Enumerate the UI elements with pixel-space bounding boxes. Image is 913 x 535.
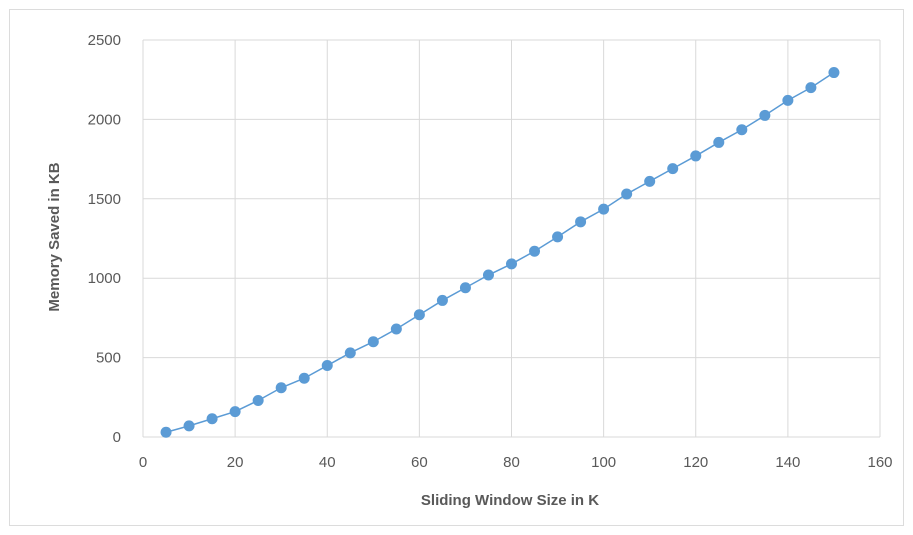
x-tick-label: 120: [683, 454, 708, 471]
chart-frame: [9, 9, 904, 526]
data-point: [644, 175, 656, 187]
x-tick-label: 160: [867, 454, 892, 471]
y-tick-label: 0: [113, 429, 121, 446]
data-point: [529, 245, 541, 257]
data-point: [667, 163, 679, 175]
data-point: [229, 406, 241, 418]
series-line: [165, 71, 835, 433]
data-point: [713, 136, 725, 148]
x-tick-labels: 0 20 40 60 80 100 120 140 160: [139, 454, 893, 471]
x-tick-label: 40: [319, 454, 336, 471]
x-axis-title: Sliding Window Size in K: [421, 492, 599, 509]
data-point: [344, 347, 356, 359]
data-point: [690, 150, 702, 162]
data-point: [298, 372, 310, 384]
data-point: [506, 258, 517, 270]
y-tick-labels: 0 500 1000 1500 2000 2500: [88, 32, 121, 446]
data-point: [805, 82, 817, 94]
data-point: [367, 336, 379, 348]
series: [160, 67, 840, 438]
x-tick-label: 20: [227, 454, 244, 471]
y-tick-label: 2500: [88, 32, 121, 49]
data-point: [436, 294, 448, 306]
data-point: [206, 413, 218, 425]
y-tick-label: 1500: [88, 191, 121, 208]
data-point: [598, 203, 610, 215]
data-point: [252, 394, 264, 406]
x-tick-label: 100: [591, 454, 616, 471]
data-point: [183, 420, 195, 432]
x-tick-label: 140: [775, 454, 800, 471]
data-point: [321, 360, 333, 372]
y-tick-label: 500: [96, 350, 121, 367]
data-point: [759, 109, 771, 121]
data-point: [782, 94, 794, 106]
x-tick-label: 60: [411, 454, 428, 471]
data-point: [552, 231, 564, 243]
data-point: [482, 269, 494, 281]
data-point: [621, 188, 633, 200]
data-point: [575, 216, 587, 228]
x-tick-label: 80: [503, 454, 520, 471]
y-axis-title: Memory Saved in KB: [46, 162, 63, 311]
data-point: [390, 323, 402, 335]
data-point: [828, 67, 840, 79]
grid: [142, 39, 881, 438]
y-tick-label: 2000: [88, 111, 121, 128]
data-point: [736, 124, 748, 136]
y-tick-label: 1000: [88, 270, 121, 287]
data-point: [160, 426, 172, 438]
data-point: [459, 282, 471, 294]
data-point: [413, 309, 425, 321]
x-tick-label: 0: [139, 454, 147, 471]
data-point: [275, 382, 287, 394]
